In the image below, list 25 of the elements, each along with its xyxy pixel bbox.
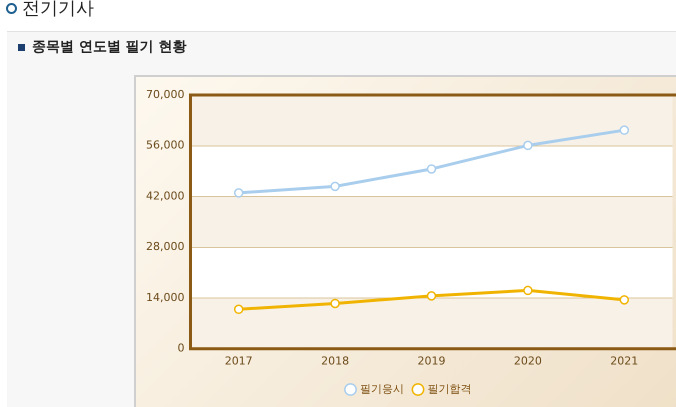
point	[426, 291, 436, 301]
point	[523, 286, 533, 296]
legend-label: 필기응시	[360, 382, 404, 396]
x-tick-label: 2018	[321, 354, 350, 368]
point	[330, 298, 340, 308]
y-tick-label: 28,000	[146, 240, 184, 254]
point	[234, 188, 244, 198]
y-tick-label: 0	[177, 342, 184, 355]
x-tick-label: 2020	[514, 354, 542, 368]
x-tick-label: 2019	[417, 354, 446, 368]
point	[426, 164, 436, 174]
legend-label: 필기합격	[428, 382, 472, 396]
chart-subtitle: 종목별 연도별 필기 현황	[32, 38, 187, 56]
x-tick-label: 2021	[610, 354, 638, 368]
point	[234, 304, 244, 314]
point	[620, 295, 630, 305]
x-tick-label: 2017	[224, 354, 253, 368]
point	[523, 140, 533, 150]
y-tick-label: 70,000	[146, 88, 184, 101]
y-tick-label: 14,000	[146, 290, 184, 304]
y-tick-label: 56,000	[146, 138, 184, 152]
point	[620, 125, 630, 135]
point	[330, 182, 340, 192]
y-tick-label: 42,000	[146, 189, 184, 202]
chart-title: 전기기사	[22, 0, 94, 20]
